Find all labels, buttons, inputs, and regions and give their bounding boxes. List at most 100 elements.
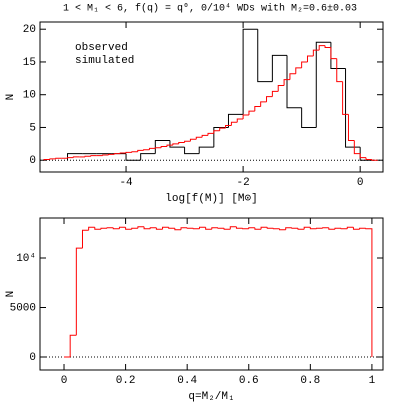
histogram-step xyxy=(306,55,314,62)
y-tick-label: 20 xyxy=(23,24,36,36)
histogram-step xyxy=(266,227,274,229)
histogram-step xyxy=(55,157,62,159)
histogram-step xyxy=(94,227,101,230)
histogram-step xyxy=(260,226,268,230)
histogram-step xyxy=(230,121,238,126)
x-tick-label: 0.6 xyxy=(239,375,259,387)
histogram-step xyxy=(168,227,175,229)
histogram-step xyxy=(107,153,115,155)
histogram-step xyxy=(180,227,188,230)
histogram-step xyxy=(365,157,372,161)
histogram-step xyxy=(342,81,349,115)
histogram-step xyxy=(148,147,156,150)
y-tick-label: 15 xyxy=(23,57,36,69)
histogram-step xyxy=(174,228,182,231)
histogram-step xyxy=(236,118,244,123)
histogram-step xyxy=(289,73,296,80)
histogram-step xyxy=(155,227,163,230)
histogram-step xyxy=(254,105,261,112)
y-tick-label: 5 xyxy=(29,122,36,134)
histogram-step xyxy=(277,85,285,92)
histogram-step xyxy=(81,229,89,249)
histogram-step xyxy=(303,226,311,230)
histogram-step xyxy=(195,136,203,140)
x-axis-label: log[f(M)] [M⊙] xyxy=(165,193,257,205)
histogram-step xyxy=(88,226,95,231)
histogram-step xyxy=(184,147,200,155)
histogram-step xyxy=(131,227,138,230)
histogram-step xyxy=(283,79,290,86)
histogram-step xyxy=(207,132,214,136)
histogram-step xyxy=(324,45,331,49)
histogram-step xyxy=(353,140,361,155)
histogram-step xyxy=(205,227,212,230)
histogram-step xyxy=(260,101,267,107)
histogram-step xyxy=(352,227,360,230)
histogram-step xyxy=(166,144,173,147)
histogram-step xyxy=(160,145,168,148)
histogram-step xyxy=(301,61,308,68)
histogram-step xyxy=(131,151,138,153)
histogram-step xyxy=(143,226,151,230)
histogram-step xyxy=(286,55,302,109)
legend-label: observed xyxy=(75,42,128,54)
histogram-step xyxy=(309,227,317,230)
histogram-step xyxy=(336,58,343,83)
x-tick-label: 1 xyxy=(369,375,376,387)
y-tick-label: 10⁴ xyxy=(16,253,36,265)
histogram-step xyxy=(125,153,141,161)
y-axis-label: N xyxy=(5,94,17,101)
histogram-step xyxy=(227,113,244,128)
histogram-step xyxy=(295,67,302,74)
histogram-step xyxy=(330,47,337,60)
histogram-step xyxy=(49,158,56,160)
histogram-step xyxy=(84,155,91,157)
histogram-step xyxy=(102,154,109,156)
histogram-step xyxy=(113,153,121,155)
histogram-step xyxy=(201,134,208,138)
top-plot-frame xyxy=(39,21,384,173)
histogram-step xyxy=(359,147,375,161)
histogram-step xyxy=(279,228,286,231)
histogram-step xyxy=(271,54,288,82)
histogram-step xyxy=(219,127,226,131)
x-tick-label: -4 xyxy=(119,177,133,189)
histogram-step xyxy=(90,155,97,157)
x-axis-label: q=M₂/M₁ xyxy=(188,391,234,403)
histogram-step xyxy=(347,114,355,142)
histogram-step xyxy=(312,49,320,57)
x-tick-label: 0.4 xyxy=(177,375,197,387)
histogram-step xyxy=(297,228,305,230)
histogram-step xyxy=(125,227,132,230)
y-tick-label: 10 xyxy=(23,90,36,102)
histogram-step xyxy=(371,159,378,161)
histogram-step xyxy=(69,334,77,358)
histogram-step xyxy=(154,147,162,149)
histogram-step xyxy=(112,227,120,230)
histogram-step xyxy=(223,228,231,230)
histogram-step xyxy=(118,226,126,229)
y-tick-label: 0 xyxy=(29,352,36,364)
histogram-step xyxy=(72,156,80,158)
histogram-step xyxy=(271,90,279,97)
y-tick-label: 0 xyxy=(29,155,36,167)
histogram-step xyxy=(213,130,220,134)
histogram-step xyxy=(119,152,127,154)
x-tick-label: 0 xyxy=(61,375,68,387)
y-tick-label: 5000 xyxy=(10,302,36,314)
histogram-step xyxy=(229,226,237,230)
histogram-step xyxy=(301,107,317,128)
histogram-step xyxy=(184,140,191,143)
x-tick-label: -2 xyxy=(237,177,250,189)
histogram-step xyxy=(328,227,335,230)
histogram-step xyxy=(345,68,361,148)
histogram-step xyxy=(254,227,262,230)
histogram-step xyxy=(242,114,249,119)
histogram-step xyxy=(143,149,150,151)
histogram-step xyxy=(140,153,156,161)
histogram-step xyxy=(169,140,185,148)
histogram-step xyxy=(315,41,331,128)
histogram-step xyxy=(137,149,144,152)
histogram-step xyxy=(189,138,197,142)
histogram-step xyxy=(172,143,179,146)
